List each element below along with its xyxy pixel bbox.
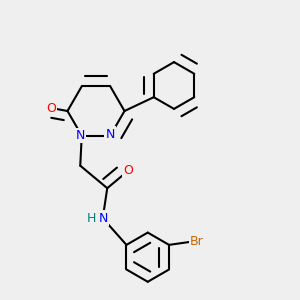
Text: O: O: [123, 164, 133, 177]
Text: N: N: [76, 129, 85, 142]
Text: O: O: [46, 101, 56, 115]
Text: Br: Br: [190, 236, 203, 248]
Text: N: N: [99, 212, 108, 225]
Text: N: N: [106, 128, 115, 141]
Text: H: H: [87, 212, 96, 225]
